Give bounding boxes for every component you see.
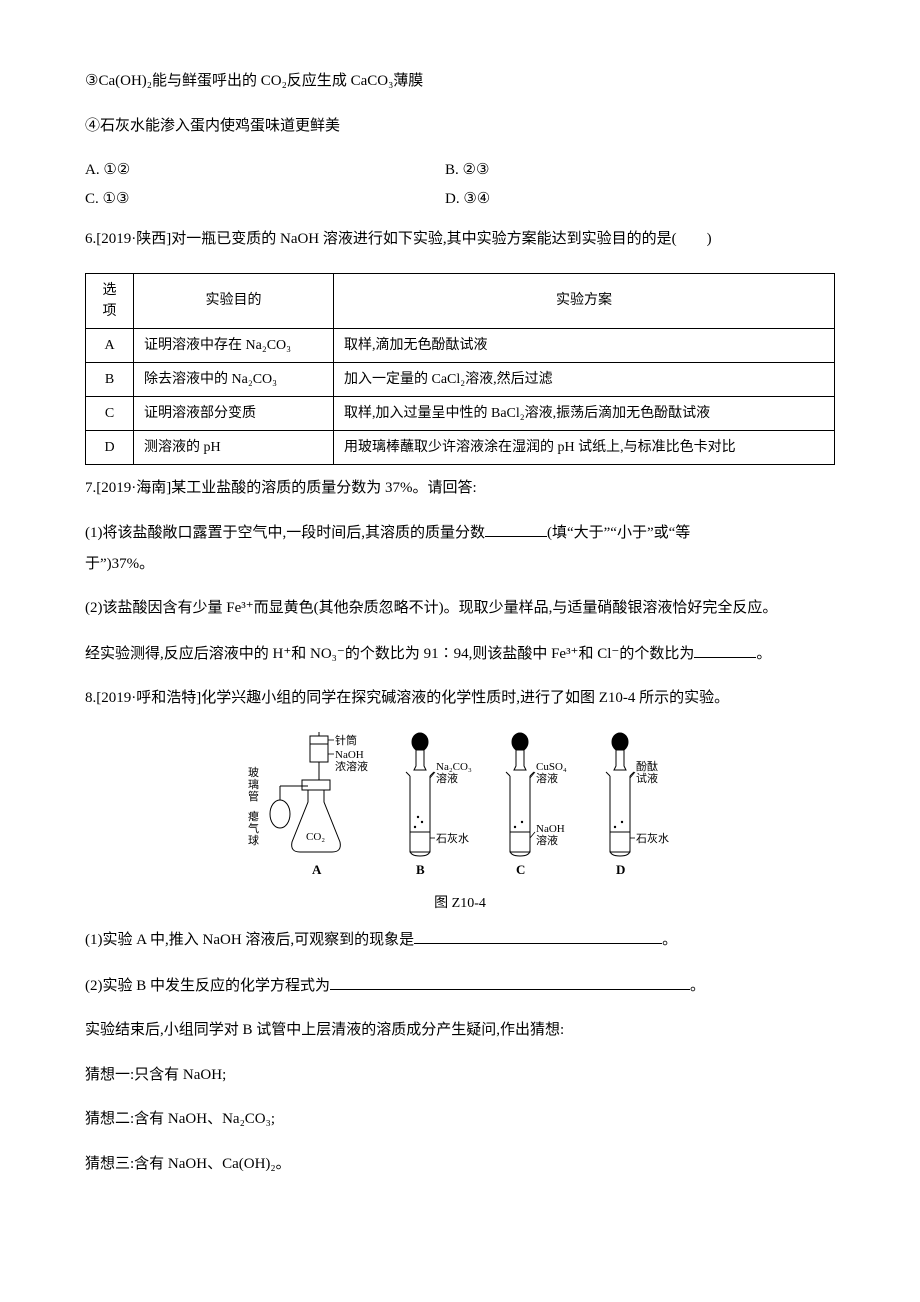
- q5-option-b[interactable]: B. ②③: [445, 159, 835, 182]
- svg-text:溶液: 溶液: [436, 771, 458, 785]
- cell-plan: 用玻璃棒蘸取少许溶液涂在湿润的 pH 试纸上,与标准比色卡对比: [334, 430, 835, 464]
- table-row: A 证明溶液中存在 Na₂CO₃ 取样,滴加无色酚酞试液: [86, 328, 835, 362]
- apparatus-c: CuSO₄ 溶液 NaOH 溶液: [506, 733, 567, 856]
- q6-stem: 6.[2019·陕西]对一瓶已变质的 NaOH 溶液进行如下实验,其中实验方案能…: [85, 228, 835, 251]
- q8-guess2: 猜想二:含有 NaOH、Na₂CO₃;: [85, 1108, 835, 1131]
- q5-option-a[interactable]: A. ①②: [85, 159, 445, 182]
- th-purpose: 实验目的: [134, 273, 334, 328]
- th-option: 选项: [86, 273, 134, 328]
- q5-option-d[interactable]: D. ③④: [445, 188, 835, 211]
- cell-plan: 取样,加入过量呈中性的 BaCl₂溶液,振荡后滴加无色酚酞试液: [334, 396, 835, 430]
- cell-plan: 取样,滴加无色酚酞试液: [334, 328, 835, 362]
- fill-blank[interactable]: [330, 974, 690, 990]
- q6-table: 选项 实验目的 实验方案 A 证明溶液中存在 Na₂CO₃ 取样,滴加无色酚酞试…: [85, 273, 835, 465]
- q8-guess3: 猜想三:含有 NaOH、Ca(OH)₂。: [85, 1153, 835, 1176]
- svg-text:溶液: 溶液: [536, 771, 558, 785]
- cell-purpose: 证明溶液中存在 Na₂CO₃: [134, 328, 334, 362]
- apparatus-a: 针筒 NaOH 浓溶液 玻 璃 管 瘪 气 球 CO₂: [248, 732, 368, 852]
- q7-stem: 7.[2019·海南]某工业盐酸的溶质的质量分数为 37%。请回答:: [85, 477, 835, 500]
- svg-text:球: 球: [248, 833, 259, 847]
- q8-p2-text: (2)实验 B 中发生反应的化学方程式为: [85, 978, 330, 994]
- cell-purpose: 测溶液的 pH: [134, 430, 334, 464]
- q5-stmt-3: ③Ca(OH)₂能与鲜蛋呼出的 CO₂反应生成 CaCO₃薄膜: [85, 70, 835, 93]
- cell-purpose: 证明溶液部分变质: [134, 396, 334, 430]
- q7-p2b-text: 经实验测得,反应后溶液中的 H⁺和 NO₃⁻的个数比为 91∶94,则该盐酸中 …: [85, 646, 694, 662]
- svg-text:酚酞: 酚酞: [636, 759, 658, 773]
- svg-text:玻: 玻: [248, 766, 259, 779]
- svg-text:试液: 试液: [636, 771, 658, 785]
- experiment-diagram-svg: 针筒 NaOH 浓溶液 玻 璃 管 瘪 气 球 CO₂ Na₂CO₃ 溶液: [240, 732, 680, 882]
- svg-text:浓溶液: 浓溶液: [335, 759, 368, 773]
- q8-part1: (1)实验 A 中,推入 NaOH 溶液后,可观察到的现象是 。: [85, 928, 835, 952]
- svg-text:D: D: [616, 862, 625, 877]
- q7-p2b-tail: 。: [756, 646, 771, 662]
- svg-text:气: 气: [248, 821, 259, 835]
- svg-text:石灰水: 石灰水: [436, 831, 469, 845]
- svg-text:Na₂CO₃: Na₂CO₃: [436, 761, 472, 773]
- q8-figure: 针筒 NaOH 浓溶液 玻 璃 管 瘪 气 球 CO₂ Na₂CO₃ 溶液: [85, 732, 835, 890]
- cell-plan: 加入一定量的 CaCl₂溶液,然后过滤: [334, 362, 835, 396]
- svg-text:璃: 璃: [248, 777, 259, 791]
- q8-part2: (2)实验 B 中发生反应的化学方程式为 。: [85, 974, 835, 998]
- svg-text:NaOH: NaOH: [335, 749, 364, 761]
- table-row: D 测溶液的 pH 用玻璃棒蘸取少许溶液涂在湿润的 pH 试纸上,与标准比色卡对…: [86, 430, 835, 464]
- q8-p1-text: (1)实验 A 中,推入 NaOH 溶液后,可观察到的现象是: [85, 932, 414, 948]
- fill-blank[interactable]: [694, 642, 756, 658]
- svg-text:A: A: [312, 862, 322, 877]
- cell-purpose: 除去溶液中的 Na₂CO₃: [134, 362, 334, 396]
- apparatus-d: 酚酞 试液 石灰水: [606, 733, 669, 856]
- table-row: C 证明溶液部分变质 取样,加入过量呈中性的 BaCl₂溶液,振荡后滴加无色酚酞…: [86, 396, 835, 430]
- fill-blank[interactable]: [485, 521, 547, 537]
- q5-options-row2: C. ①③ D. ③④: [85, 188, 835, 211]
- cell-opt: B: [86, 362, 134, 396]
- cell-opt: A: [86, 328, 134, 362]
- q5-options-row1: A. ①② B. ②③: [85, 159, 835, 182]
- q7-p1-text-a: (1)将该盐酸敞口露置于空气中,一段时间后,其溶质的质量分数: [85, 525, 485, 541]
- svg-text:溶液: 溶液: [536, 833, 558, 847]
- q5-option-c[interactable]: C. ①③: [85, 188, 445, 211]
- q8-figure-caption: 图 Z10-4: [85, 893, 835, 914]
- q5-stmt-4: ④石灰水能渗入蛋内使鸡蛋味道更鲜美: [85, 115, 835, 138]
- table-header-row: 选项 实验目的 实验方案: [86, 273, 835, 328]
- svg-text:针筒: 针筒: [335, 733, 357, 747]
- svg-text:瘪: 瘪: [248, 809, 259, 823]
- q8-p1-tail: 。: [662, 932, 677, 948]
- svg-text:管: 管: [248, 789, 259, 803]
- q7-part2b: 经实验测得,反应后溶液中的 H⁺和 NO₃⁻的个数比为 91∶94,则该盐酸中 …: [85, 642, 835, 666]
- svg-text:石灰水: 石灰水: [636, 831, 669, 845]
- q8-stem: 8.[2019·呼和浩特]化学兴趣小组的同学在探究碱溶液的化学性质时,进行了如图…: [85, 687, 835, 710]
- q7-part1-cont: 于”)37%。: [85, 553, 835, 576]
- svg-text:CO₂: CO₂: [306, 831, 325, 843]
- svg-text:C: C: [516, 862, 525, 877]
- svg-text:CuSO₄: CuSO₄: [536, 761, 567, 773]
- q7-part1: (1)将该盐酸敞口露置于空气中,一段时间后,其溶质的质量分数 (填“大于”“小于”…: [85, 521, 835, 545]
- q7-part2a: (2)该盐酸因含有少量 Fe³⁺而显黄色(其他杂质忽略不计)。现取少量样品,与适…: [85, 597, 835, 620]
- q8-after: 实验结束后,小组同学对 B 试管中上层清液的溶质成分产生疑问,作出猜想:: [85, 1019, 835, 1042]
- cell-opt: C: [86, 396, 134, 430]
- fill-blank[interactable]: [414, 928, 662, 944]
- q8-guess1: 猜想一:只含有 NaOH;: [85, 1064, 835, 1087]
- apparatus-b: Na₂CO₃ 溶液 石灰水: [406, 733, 472, 856]
- q8-p2-tail: 。: [690, 978, 705, 994]
- q7-p1-text-b: (填“大于”“小于”或“等: [547, 525, 690, 541]
- table-row: B 除去溶液中的 Na₂CO₃ 加入一定量的 CaCl₂溶液,然后过滤: [86, 362, 835, 396]
- cell-opt: D: [86, 430, 134, 464]
- th-plan: 实验方案: [334, 273, 835, 328]
- svg-text:NaOH: NaOH: [536, 823, 565, 835]
- svg-text:B: B: [416, 862, 425, 877]
